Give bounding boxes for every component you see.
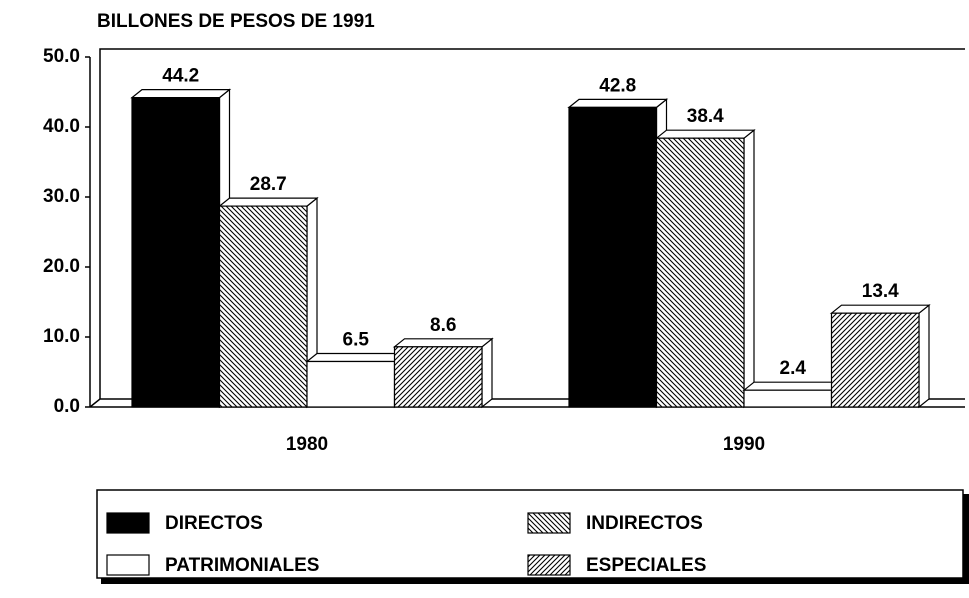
legend-label: ESPECIALES [586,555,706,576]
bar [567,98,669,409]
bar-front [218,205,308,408]
bar-top [392,338,494,348]
legend-swatch [527,554,571,576]
data-label: 8.6 [430,315,456,336]
x-tick-label: 1990 [723,434,765,455]
y-tick-label: 30.0 [43,186,80,207]
data-label: 38.4 [687,106,724,127]
bar [392,337,494,409]
bar-side [743,128,755,409]
data-label: 28.7 [250,174,287,195]
bar-side [918,303,930,409]
data-label: 44.2 [162,66,199,87]
y-tick-label: 50.0 [43,46,80,67]
legend-label: PATRIMONIALES [165,555,319,576]
legend-swatch [106,554,150,576]
legend-swatch [106,512,150,534]
data-label: 2.4 [780,358,807,379]
bar-front [743,389,833,408]
bar [829,303,931,409]
bar-top [829,304,931,314]
x-tick-label: 1980 [286,434,328,455]
y-tick-label: 40.0 [43,116,80,137]
bar-top [305,352,407,363]
bar [742,380,844,409]
bar-front [393,346,483,408]
bar-front [830,312,920,408]
bar-front [131,96,221,408]
legend-label: INDIRECTOS [586,513,703,534]
y-tick-label: 20.0 [43,256,80,277]
data-label: 6.5 [343,330,370,351]
y-tick-label: 0.0 [54,396,80,417]
back-wall [99,48,965,399]
legend-label: DIRECTOS [165,513,263,534]
bar [654,128,756,409]
bar-top [217,197,319,207]
bar-front [655,137,745,408]
bar-front [568,106,658,408]
bar [130,88,232,409]
bar-top [130,88,232,99]
bar [305,352,407,409]
bar-side [481,337,493,409]
bar-top [742,381,844,391]
legend-swatch [527,512,571,534]
chart-title: BILLONES DE PESOS DE 1991 [97,11,375,32]
data-label: 13.4 [862,281,899,302]
bar-top [567,98,669,109]
y-tick-label: 10.0 [43,326,80,347]
data-label: 42.8 [599,75,636,96]
bar [217,196,319,409]
bar-top [654,129,756,139]
bar-front [306,360,396,408]
